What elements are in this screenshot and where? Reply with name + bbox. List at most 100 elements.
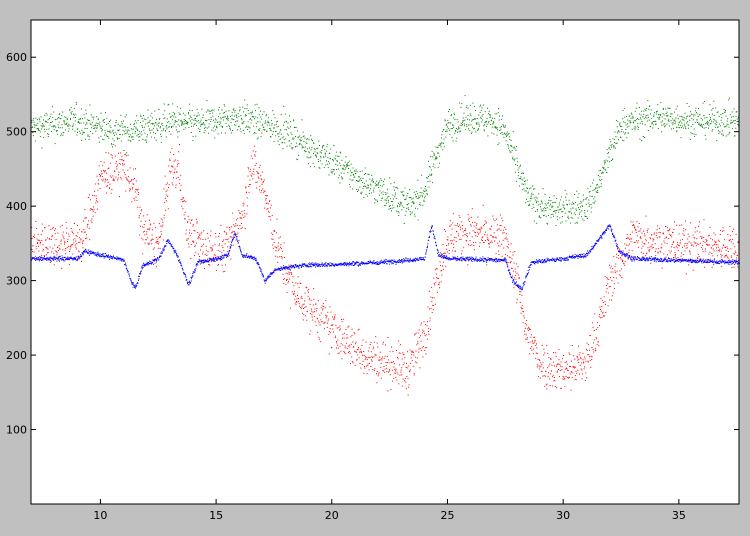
data-point [225,254,227,256]
data-point [143,129,145,131]
data-point [567,369,569,371]
data-point [372,369,374,370]
data-point [306,319,308,321]
data-point [259,129,260,131]
data-point [241,117,242,119]
data-point [185,123,187,125]
data-point [160,126,161,128]
data-point [578,209,580,210]
data-point [306,310,308,312]
data-point [218,258,220,260]
data-point [128,182,130,184]
data-point [667,254,668,256]
data-point [515,263,517,265]
data-point [247,129,249,130]
data-point [76,236,78,238]
data-point [671,236,673,238]
data-point [623,263,625,265]
data-point [409,370,410,372]
data-point [368,347,370,349]
data-point [40,242,42,243]
data-point [125,262,126,264]
data-point [99,127,101,129]
data-point [278,136,280,138]
data-point [629,120,631,122]
data-point [405,381,407,383]
data-point [701,125,703,127]
data-point [64,123,66,125]
data-point [294,299,296,301]
data-point [307,295,309,297]
data-point [307,290,309,292]
data-point [116,256,118,258]
data-point [45,258,47,259]
data-point [374,182,376,184]
data-point [391,201,393,202]
data-point [75,248,77,250]
data-point [227,118,229,119]
data-point [336,159,338,161]
data-point [86,237,88,239]
data-point [229,246,231,248]
data-point [214,254,216,256]
data-point [421,174,423,176]
data-point [328,318,330,320]
data-point [575,370,577,372]
data-point [429,180,431,182]
data-point [168,126,170,128]
data-point [207,237,209,239]
data-point [594,202,595,204]
data-point [280,256,282,257]
data-point [138,192,140,193]
data-point [485,121,487,123]
data-point [450,234,452,236]
data-point [567,215,569,217]
data-point [571,360,572,362]
data-point [474,231,476,233]
data-point [725,255,727,257]
data-point [484,234,486,236]
data-point [53,126,55,128]
data-point [719,123,721,125]
data-point [544,375,546,377]
data-point [533,197,535,199]
data-point [441,274,443,276]
data-point [108,152,110,154]
data-point [111,155,113,157]
data-point [564,385,566,387]
data-point [616,132,618,134]
data-point [288,273,290,275]
data-point [524,183,526,185]
data-point [644,235,646,237]
data-point [158,223,160,225]
data-point [493,236,495,238]
data-point [481,240,483,241]
data-point [271,123,273,124]
data-point [382,185,383,187]
data-point [507,134,509,135]
data-point [580,206,581,208]
data-point [415,194,416,196]
data-point [453,243,454,245]
data-point [301,297,303,299]
data-point [251,173,253,175]
data-point [480,229,482,231]
data-point [392,380,394,382]
data-point [694,237,696,239]
data-point [660,114,662,116]
data-point [364,359,366,361]
data-point [358,357,360,359]
data-point [676,126,677,128]
data-point [216,259,218,261]
data-point [654,123,656,125]
data-point [50,229,52,230]
data-point [717,239,719,241]
data-point [42,244,44,246]
data-point [260,110,261,112]
data-point [255,116,257,118]
data-point [147,228,148,230]
data-point [674,221,675,223]
data-point [303,146,305,148]
data-point [351,334,353,336]
data-point [527,192,529,194]
